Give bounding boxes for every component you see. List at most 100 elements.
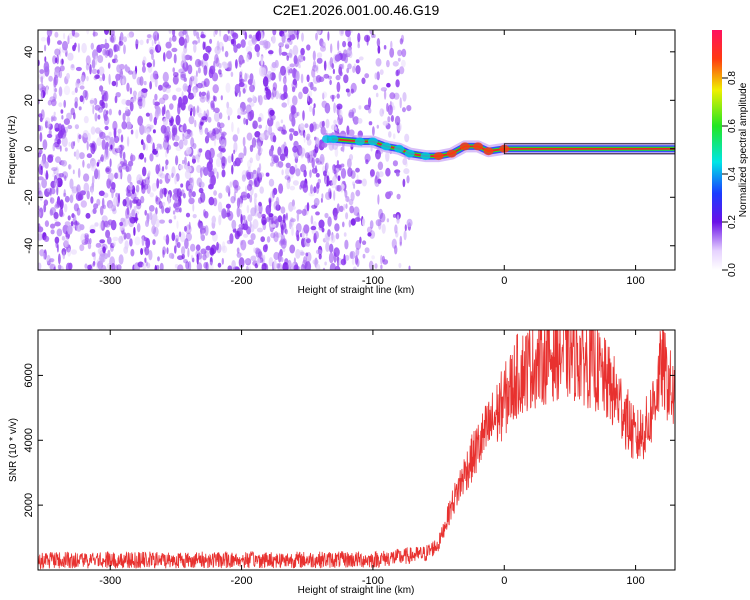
noise-blob xyxy=(250,207,257,217)
noise-blob xyxy=(289,33,296,41)
noise-blob xyxy=(229,181,233,188)
noise-blob xyxy=(346,196,350,202)
noise-blob xyxy=(103,30,110,35)
noise-blob xyxy=(286,66,291,74)
noise-blob xyxy=(111,58,119,64)
spec-x-tick-label: 0 xyxy=(501,275,507,287)
noise-blob xyxy=(280,224,284,236)
noise-blob xyxy=(151,52,154,61)
noise-blob xyxy=(149,192,154,198)
noise-blob xyxy=(114,264,119,270)
noise-blob xyxy=(238,82,245,88)
noise-blob xyxy=(219,112,223,120)
noise-blob xyxy=(58,47,62,58)
noise-blob xyxy=(369,220,374,229)
noise-blob xyxy=(329,243,334,253)
noise-blob xyxy=(38,113,43,118)
noise-blob xyxy=(212,95,216,102)
noise-blob xyxy=(118,109,122,116)
noise-blob xyxy=(306,136,310,141)
noise-blob xyxy=(126,136,130,147)
noise-blob xyxy=(196,177,203,187)
noise-blob xyxy=(238,208,242,217)
noise-blob xyxy=(311,157,315,169)
noise-blob xyxy=(279,153,286,162)
noise-blob xyxy=(375,58,382,67)
noise-blob xyxy=(110,35,115,43)
noise-blob xyxy=(67,35,70,45)
noise-blob xyxy=(104,38,107,44)
noise-blob xyxy=(300,47,305,56)
noise-blob xyxy=(316,52,323,59)
noise-blob xyxy=(42,139,48,150)
noise-blob xyxy=(158,84,163,91)
noise-blob xyxy=(46,30,52,37)
noise-blob xyxy=(278,42,284,48)
noise-blob xyxy=(219,72,223,78)
noise-blob xyxy=(305,229,309,237)
noise-blob xyxy=(123,44,126,55)
noise-blob xyxy=(372,84,378,91)
noise-blob xyxy=(190,177,195,189)
noise-blob xyxy=(183,77,187,82)
noise-blob xyxy=(79,152,85,160)
noise-blob xyxy=(46,121,51,128)
noise-blob xyxy=(180,71,187,79)
noise-blob xyxy=(309,169,312,178)
noise-blob xyxy=(256,257,261,266)
noise-blob xyxy=(277,161,284,168)
noise-blob xyxy=(96,137,102,147)
noise-blob xyxy=(284,39,291,46)
noise-blob xyxy=(118,235,124,244)
noise-blob xyxy=(348,154,354,161)
noise-blob xyxy=(66,72,70,80)
noise-blob xyxy=(386,218,390,223)
noise-blob xyxy=(272,135,277,143)
noise-blob xyxy=(198,181,205,189)
noise-blob xyxy=(344,55,348,64)
noise-blob xyxy=(179,231,186,243)
noise-blob xyxy=(70,249,77,255)
noise-blob xyxy=(192,257,195,263)
noise-blob xyxy=(311,64,319,72)
noise-blob xyxy=(268,213,274,218)
noise-blob xyxy=(38,182,41,191)
noise-blob xyxy=(376,124,379,129)
noise-blob xyxy=(227,155,232,164)
noise-blob xyxy=(350,191,355,202)
noise-blob xyxy=(144,209,147,216)
noise-blob xyxy=(242,215,246,221)
noise-blob xyxy=(201,91,207,97)
noise-blob xyxy=(337,119,340,127)
noise-blob xyxy=(62,40,68,51)
noise-blob xyxy=(268,125,273,136)
noise-blob xyxy=(392,160,398,167)
noise-blob xyxy=(243,233,249,238)
noise-blob xyxy=(91,68,98,75)
noise-blob xyxy=(277,215,283,223)
noise-blob xyxy=(73,185,79,194)
noise-blob xyxy=(123,36,127,43)
noise-blob xyxy=(254,208,258,217)
noise-blob xyxy=(209,132,217,141)
noise-blob xyxy=(295,248,301,259)
noise-blob xyxy=(221,169,226,178)
noise-blob xyxy=(246,204,250,214)
noise-blob xyxy=(281,33,286,44)
noise-blob xyxy=(79,85,85,90)
noise-blob xyxy=(73,112,76,120)
noise-blob xyxy=(198,60,203,66)
noise-blob xyxy=(47,100,52,106)
noise-blob xyxy=(74,42,77,48)
noise-blob xyxy=(124,109,131,117)
noise-blob xyxy=(355,179,362,184)
noise-blob xyxy=(134,236,141,246)
noise-blob xyxy=(51,114,56,121)
noise-blob xyxy=(61,58,64,65)
noise-blob xyxy=(73,203,79,212)
noise-blob xyxy=(57,264,62,270)
noise-blob xyxy=(172,67,175,73)
noise-blob xyxy=(321,142,328,148)
noise-blob xyxy=(110,33,116,44)
